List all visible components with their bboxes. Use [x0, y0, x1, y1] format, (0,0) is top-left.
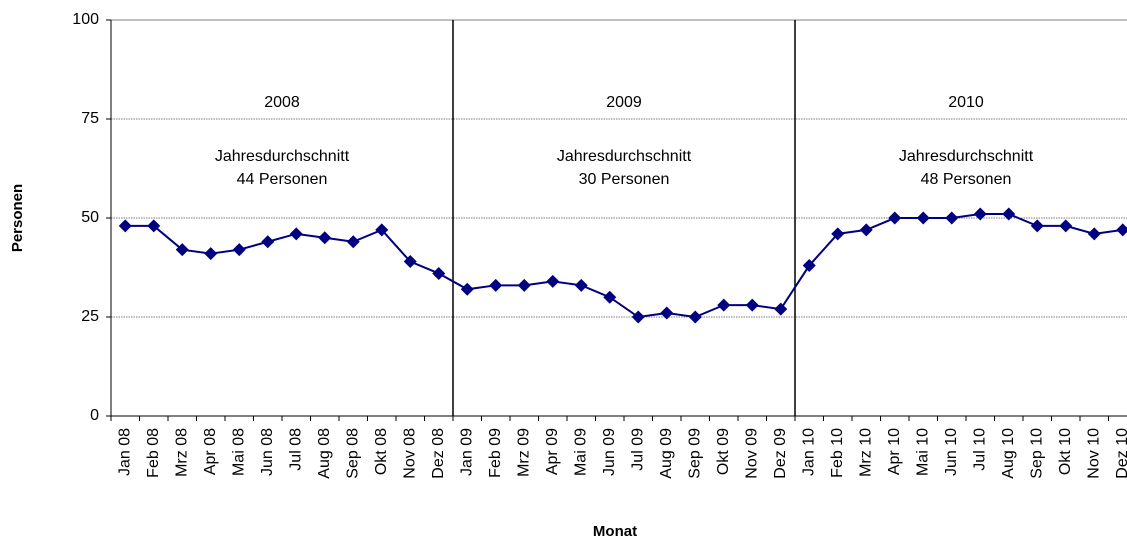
marker [1059, 219, 1073, 233]
marker [631, 310, 645, 324]
x-tick-label: Jun 10 [943, 428, 960, 476]
y-axis-label: Personen [9, 184, 26, 252]
x-tick-label: Nov 08 [401, 428, 418, 479]
x-tick-label: Okt 09 [715, 428, 732, 475]
x-tick-label: Feb 10 [829, 428, 846, 478]
marker [432, 266, 446, 280]
marker [945, 211, 959, 225]
annotation-text: Jahresdurchschnitt [899, 148, 1034, 165]
marker [1116, 223, 1127, 237]
x-tick-label: Sep 08 [344, 428, 361, 479]
marker [346, 235, 360, 249]
marker [289, 227, 303, 241]
marker [175, 243, 189, 257]
marker [403, 255, 417, 269]
x-axis-label: Monat [593, 523, 637, 540]
x-tick-label: Feb 08 [145, 428, 162, 478]
x-tick-label: Dez 10 [1114, 428, 1127, 479]
x-tick-label: Dez 08 [430, 428, 447, 479]
marker [717, 298, 731, 312]
annotation-year: 2009 [606, 94, 642, 111]
marker [802, 259, 816, 273]
annotation-text: 44 Personen [237, 171, 328, 188]
marker [118, 219, 132, 233]
x-tick-label: Jan 10 [800, 428, 817, 476]
x-tick-label: Aug 08 [316, 428, 333, 479]
x-tick-label: Apr 10 [886, 428, 903, 475]
x-tick-label: Apr 09 [544, 428, 561, 475]
x-tick-label: Mrz 08 [173, 428, 190, 477]
x-tick-label: Okt 10 [1057, 428, 1074, 475]
x-tick-label: Jul 08 [287, 428, 304, 471]
x-tick-label: Nov 10 [1085, 428, 1102, 479]
marker [1087, 227, 1101, 241]
y-tick-label: 50 [81, 209, 99, 226]
annotation-year: 2008 [264, 94, 300, 111]
x-tick-label: Nov 09 [743, 428, 760, 479]
marker [916, 211, 930, 225]
annotation-year: 2010 [948, 94, 984, 111]
marker [517, 278, 531, 292]
annotation-text: 48 Personen [921, 171, 1012, 188]
x-tick-label: Jul 10 [971, 428, 988, 471]
marker [546, 274, 560, 288]
marker [1030, 219, 1044, 233]
x-tick-label: Jan 09 [458, 428, 475, 476]
marker [831, 227, 845, 241]
x-tick-label: Aug 09 [658, 428, 675, 479]
line [125, 213, 1123, 319]
x-tick-label: Jul 09 [629, 428, 646, 471]
x-tick-label: Aug 10 [1000, 428, 1017, 479]
x-tick-label: Mai 10 [914, 428, 931, 476]
x-tick-label: Mrz 10 [857, 428, 874, 477]
x-tick-label: Sep 10 [1028, 428, 1045, 479]
marker [774, 302, 788, 316]
x-tick-label: Mai 09 [572, 428, 589, 476]
marker [859, 223, 873, 237]
y-tick-label: 0 [90, 407, 99, 424]
marker [460, 282, 474, 296]
marker [603, 290, 617, 304]
x-tick-label: Jun 08 [259, 428, 276, 476]
marker [232, 243, 246, 257]
marker [261, 235, 275, 249]
marker [660, 306, 674, 320]
marker [888, 211, 902, 225]
x-tick-label: Apr 08 [202, 428, 219, 475]
y-tick-label: 100 [72, 11, 99, 28]
marker [973, 207, 987, 221]
marker [688, 310, 702, 324]
marker [318, 231, 332, 245]
y-tick-label: 75 [81, 110, 99, 127]
x-tick-label: Jan 08 [116, 428, 133, 476]
x-tick-label: Sep 09 [686, 428, 703, 479]
marker [574, 278, 588, 292]
x-tick-label: Mai 08 [230, 428, 247, 476]
annotation-text: Jahresdurchschnitt [215, 148, 350, 165]
marker [375, 223, 389, 237]
x-tick-label: Jun 09 [601, 428, 618, 476]
marker [489, 278, 503, 292]
marker [204, 247, 218, 261]
marker [745, 298, 759, 312]
x-tick-label: Okt 08 [373, 428, 390, 475]
marker [1002, 207, 1016, 221]
y-tick-label: 25 [81, 308, 99, 325]
x-tick-label: Feb 09 [487, 428, 504, 478]
marker [147, 219, 161, 233]
x-tick-label: Dez 09 [772, 428, 789, 479]
x-tick-label: Mrz 09 [515, 428, 532, 477]
annotation-text: 30 Personen [579, 171, 670, 188]
annotation-text: Jahresdurchschnitt [557, 148, 692, 165]
